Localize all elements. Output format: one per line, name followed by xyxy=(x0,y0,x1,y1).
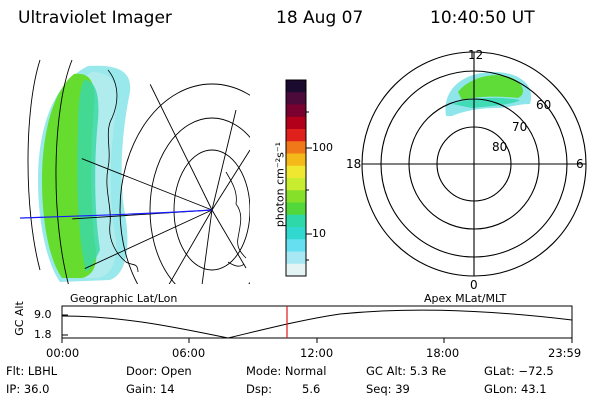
polar-label-0: 0 xyxy=(470,278,478,292)
time-label: 10:40:50 UT xyxy=(430,8,535,28)
globe-limb xyxy=(27,59,41,271)
timeline-xtick-1800: 18:00 xyxy=(426,346,460,360)
polar-label-6: 6 xyxy=(576,157,584,171)
colorbar-cell xyxy=(286,214,306,228)
gc-alt-field: GC Alt: 5.3 Re xyxy=(366,364,447,378)
aurora-emission-mid xyxy=(77,80,100,272)
colorbar-cell xyxy=(286,202,306,216)
polar-label-12: 12 xyxy=(468,48,484,62)
polar-aurora-mid xyxy=(452,97,520,108)
coastline xyxy=(106,69,139,273)
geographic-map xyxy=(20,59,250,284)
timeline-xtick-0600: 06:00 xyxy=(172,346,206,360)
seq-field: Seq: 39 xyxy=(366,382,410,396)
timeline-plot xyxy=(61,305,573,343)
colorbar-cell xyxy=(286,116,306,130)
polar-lat-70: 70 xyxy=(512,120,528,134)
glat-field: GLat: −72.5 xyxy=(484,364,554,378)
colorbar xyxy=(285,79,312,277)
apex-label: Apex MLat/MLT xyxy=(424,292,507,305)
polar-plot xyxy=(361,51,587,277)
date-label: 18 Aug 07 xyxy=(276,8,364,28)
colorbar-tick-100: 100 xyxy=(312,141,333,154)
meridian-line xyxy=(20,209,213,219)
mode-field: Mode: Normal xyxy=(246,364,327,378)
ip-field: IP: 36.0 xyxy=(6,382,50,396)
dsp-label: Dsp: xyxy=(246,382,273,396)
colorbar-cell xyxy=(286,141,306,154)
colorbar-cell xyxy=(286,92,306,105)
timeline-ytick-9: 9.0 xyxy=(34,308,52,321)
colorbar-cell xyxy=(286,104,306,118)
timeline-xtick-2359: 23:59 xyxy=(548,346,582,360)
filter-field: Flt: LBHL xyxy=(6,364,58,378)
timeline-xtick-1200: 12:00 xyxy=(300,346,334,360)
colorbar-cell xyxy=(286,251,306,265)
polar-lat-60: 60 xyxy=(536,98,552,112)
geographic-label: Geographic Lat/Lon xyxy=(70,292,178,305)
glon-field: GLon: 43.1 xyxy=(484,382,547,396)
colorbar-cell xyxy=(286,227,306,240)
colorbar-cell xyxy=(286,239,306,252)
colorbar-cell xyxy=(286,263,306,277)
colorbar-cell xyxy=(286,178,306,191)
polar-label-18: 18 xyxy=(346,157,362,171)
polar-lat-80: 80 xyxy=(492,140,508,154)
altitude-curve xyxy=(61,309,573,339)
colorbar-cell xyxy=(286,129,306,142)
timeline-ytick-1-8: 1.8 xyxy=(34,328,52,341)
colorbar-cell xyxy=(286,153,306,167)
instrument-title: Ultraviolet Imager xyxy=(18,8,172,28)
colorbar-cell xyxy=(286,165,306,179)
gain-field: Gain: 14 xyxy=(126,382,175,396)
dsp-value: 5.6 xyxy=(302,382,321,396)
door-field: Door: Open xyxy=(126,364,192,378)
colorbar-cell xyxy=(286,190,306,203)
colorbar-tick-10: 10 xyxy=(312,227,326,240)
colorbar-unit-label: photon cm⁻²s⁻¹ xyxy=(273,141,287,228)
colorbar-cell xyxy=(286,80,306,93)
timeline-xtick-0000: 00:00 xyxy=(46,346,80,360)
timeline-axis-label: GC Alt xyxy=(12,301,26,336)
